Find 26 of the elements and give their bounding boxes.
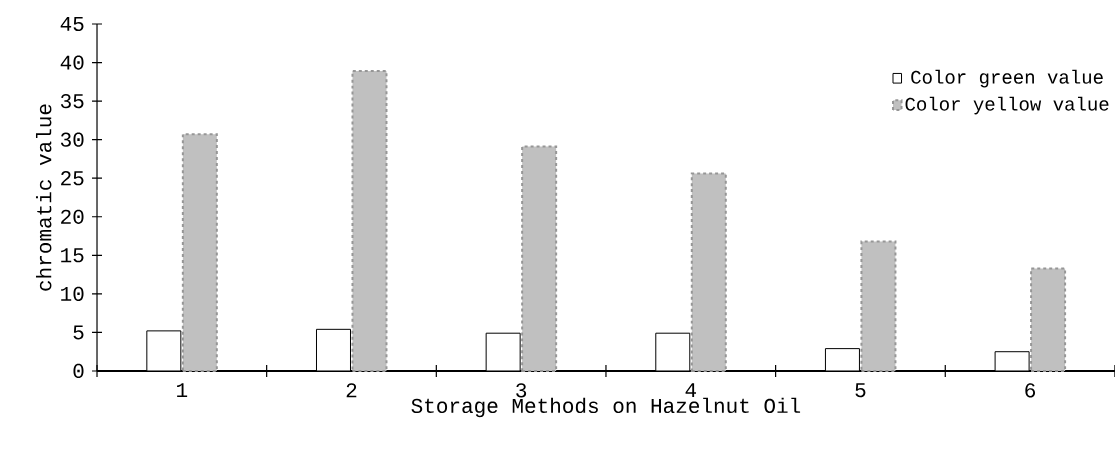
y-tick-label: 10 xyxy=(61,286,84,301)
x-tick-label: 1 xyxy=(177,383,188,398)
y-tick-label: 5 xyxy=(73,325,84,340)
x-tick-label: 5 xyxy=(855,383,866,398)
y-tick-label: 15 xyxy=(61,248,84,263)
y-tick-label: 40 xyxy=(60,55,84,70)
y-tick-label: 25 xyxy=(61,171,84,186)
bar xyxy=(351,70,388,372)
y-tick-label: 0 xyxy=(73,363,84,379)
y-tick-label: 20 xyxy=(61,209,84,224)
x-tick-label: 4 xyxy=(685,383,697,398)
bar xyxy=(1030,267,1067,372)
bar xyxy=(181,133,218,372)
y-axis-title: chromatic value xyxy=(35,104,52,291)
x-tick-label: 6 xyxy=(1025,383,1036,398)
x-tick-label: 2 xyxy=(346,383,357,398)
y-tick-label: 35 xyxy=(60,93,84,109)
x-tick-label: 3 xyxy=(516,383,527,398)
bar xyxy=(860,240,897,372)
y-tick-label: 30 xyxy=(60,132,84,147)
y-tick-label: 45 xyxy=(60,16,84,31)
bar xyxy=(690,172,727,372)
bar xyxy=(521,145,558,372)
x-axis-title: Storage Methods on Hazelnut Oil xyxy=(411,397,801,418)
legend-label: Color green value xyxy=(911,69,1103,88)
legend-label: Color yellow value xyxy=(905,96,1109,115)
